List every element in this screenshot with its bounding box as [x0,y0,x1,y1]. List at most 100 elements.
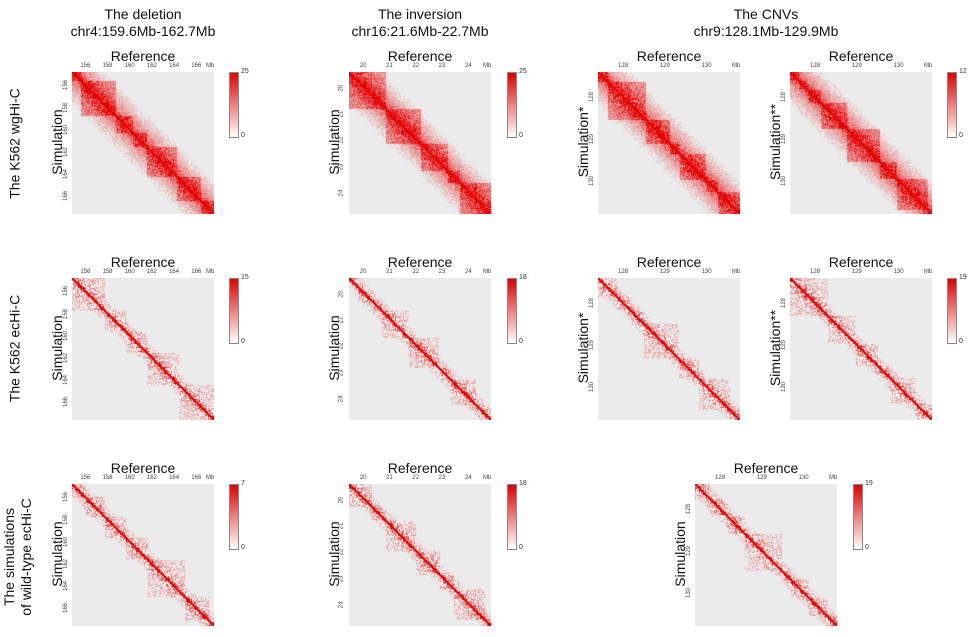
y-tick-label: 164 [63,375,70,386]
x-tick-label: 160 [124,475,135,481]
reference-label: Reference [387,254,453,270]
x-axis-unit: Mb [732,63,741,69]
colorbar-min-label: 0 [959,338,963,345]
contact-heatmap [598,278,740,420]
x-tick-label: 130 [701,269,712,275]
y-tick-label: 21 [338,110,345,118]
x-tick-label: 128 [810,63,821,69]
y-tick-label: 129 [589,133,596,144]
colorbar [947,278,957,344]
x-tick-label: 158 [102,475,113,481]
x-axis-unit: Mb [732,269,741,275]
colorbar [853,484,863,550]
colorbar-min-label: 0 [241,132,245,139]
x-axis-unit: Mb [483,475,492,481]
y-tick-label: 128 [589,298,596,309]
contact-heatmap [72,72,214,214]
x-tick-label: 24 [464,269,472,275]
y-tick-label: 166 [63,397,70,408]
reference-label: Reference [828,254,894,270]
y-tick-label: 158 [63,514,70,525]
contact-heatmap [349,484,491,626]
colorbar-max-label: 19 [865,480,873,487]
x-tick-label: 128 [618,269,629,275]
column-title-cnvs: The CNVs chr9:128.1Mb-129.9Mb [636,6,896,40]
x-tick-label: 128 [810,269,821,275]
x-tick-label: 164 [169,63,180,69]
x-tick-label: 24 [464,475,472,481]
subtitle: chr9:128.1Mb-129.9Mb [693,23,839,39]
y-tick-label: 162 [63,558,70,569]
x-tick-label: 130 [893,269,904,275]
row-label-echic: The K562 ecHi-C [6,294,23,403]
colorbar-max-label: 19 [959,274,967,281]
row-label-wghic: The K562 wgHi-C [6,88,23,199]
y-tick-label: 129 [781,133,788,144]
colorbar-max-label: 7 [241,480,245,487]
y-tick-label: 156 [63,492,70,503]
x-tick-label: 24 [464,63,472,69]
x-tick-label: 158 [102,269,113,275]
reference-label: Reference [387,460,453,476]
y-tick-label: 22 [338,137,345,144]
x-tick-label: 130 [893,63,904,69]
colorbar-min-label: 0 [865,544,869,551]
y-tick-label: 129 [686,545,693,556]
y-tick-label: 130 [781,175,788,186]
reference-label: Reference [636,48,702,64]
contact-heatmap [72,278,214,420]
contact-heatmap [349,278,491,420]
y-tick-label: 23 [338,369,345,376]
x-tick-label: 162 [146,475,157,481]
y-tick-label: 24 [338,189,345,197]
y-tick-label: 22 [338,343,345,350]
x-tick-label: 20 [359,269,367,275]
reference-label: Reference [828,48,894,64]
x-tick-label: 23 [438,269,446,275]
colorbar-min-label: 0 [519,132,523,139]
y-tick-label: 130 [781,381,788,392]
y-tick-label: 128 [781,92,788,103]
y-tick-label: 166 [63,191,70,202]
subtitle: chr4:159.6Mb-162.7Mb [70,23,216,39]
reference-label: Reference [387,48,453,64]
y-tick-label: 20 [338,84,345,92]
colorbar-max-label: 18 [519,480,527,487]
x-tick-label: 166 [191,269,202,275]
x-axis-unit: Mb [206,475,215,481]
y-tick-label: 129 [781,339,788,350]
title: The inversion [377,6,463,22]
x-tick-label: 156 [80,269,91,275]
x-tick-label: 20 [359,63,367,69]
x-tick-label: 21 [386,269,393,275]
y-tick-label: 162 [63,352,70,363]
x-tick-label: 164 [169,475,180,481]
colorbar-min-label: 0 [519,544,523,551]
colorbar-max-label: 25 [241,68,249,75]
x-axis-unit: Mb [206,63,215,69]
x-tick-label: 164 [169,269,180,275]
y-tick-label: 20 [338,290,345,298]
x-axis-unit: Mb [924,269,933,275]
y-tick-label: 129 [589,339,596,350]
contact-heatmap [695,484,837,626]
y-tick-label: 23 [338,163,345,170]
colorbar-max-label: 15 [241,274,249,281]
y-tick-label: 22 [338,549,345,556]
reference-label: Reference [110,460,176,476]
contact-heatmap [349,72,491,214]
y-tick-label: 160 [63,330,70,341]
y-tick-label: 162 [63,146,70,157]
x-tick-label: 160 [124,63,135,69]
x-tick-label: 22 [412,475,420,481]
x-tick-label: 129 [756,475,767,481]
colorbar-min-label: 0 [241,544,245,551]
colorbar-max-label: 18 [519,274,527,281]
y-tick-label: 20 [338,496,345,504]
row-label-wildtype-simulation: The simulations of wild-type ecHi-C [1,498,34,616]
y-tick-label: 130 [686,587,693,598]
colorbar-min-label: 0 [959,132,963,139]
colorbar [507,278,517,344]
colorbar-max-label: 25 [519,68,527,75]
y-tick-label: 164 [63,169,70,180]
